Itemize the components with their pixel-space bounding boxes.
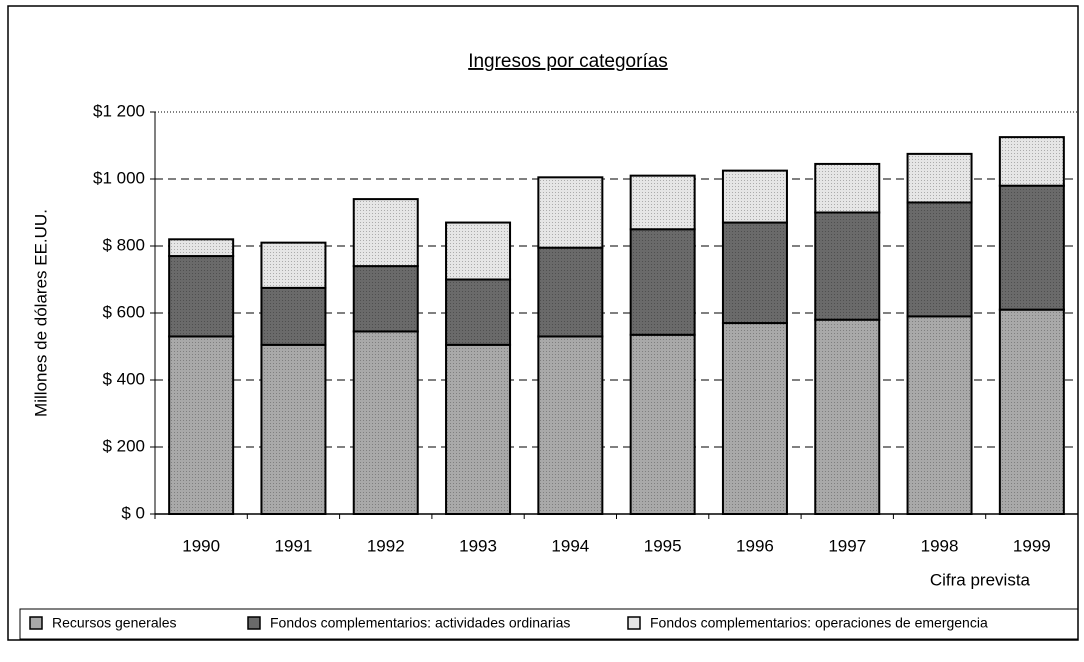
bar xyxy=(260,286,327,346)
annotation: Cifra prevista xyxy=(930,570,1031,589)
bar xyxy=(445,343,512,516)
y-tick-label: $1 000 xyxy=(93,168,145,187)
legend-swatch xyxy=(247,616,261,630)
legend-label: Fondos complementarios: operaciones de e… xyxy=(650,615,988,631)
chart-title: Ingresos por categorías xyxy=(468,51,668,72)
bar xyxy=(906,201,973,318)
bar xyxy=(445,278,512,346)
bar xyxy=(906,315,973,515)
bar xyxy=(168,335,235,516)
bar xyxy=(721,221,788,325)
x-tick-label: 1991 xyxy=(275,536,313,555)
bar xyxy=(352,265,419,333)
bar xyxy=(998,136,1065,187)
frame xyxy=(7,5,1079,641)
bar xyxy=(445,221,512,281)
bar xyxy=(352,198,419,268)
x-tick-label: 1993 xyxy=(459,536,497,555)
legend-label: Recursos generales xyxy=(52,615,177,631)
bar xyxy=(168,238,235,258)
bar xyxy=(814,162,881,214)
x-tick-label: 1999 xyxy=(1013,536,1051,555)
x-tick-label: 1997 xyxy=(828,536,866,555)
y-tick-label: $ 200 xyxy=(102,436,145,455)
legend-label: Fondos complementarios: actividades ordi… xyxy=(270,615,570,631)
bar xyxy=(537,335,604,516)
bar xyxy=(629,333,696,515)
y-tick-label: $ 600 xyxy=(102,302,145,321)
bar xyxy=(629,174,696,231)
bar xyxy=(629,228,696,336)
x-tick-label: 1992 xyxy=(367,536,405,555)
x-tick-label: 1990 xyxy=(182,536,220,555)
bar xyxy=(537,246,604,338)
bar xyxy=(537,176,604,249)
bar xyxy=(906,152,973,204)
bar xyxy=(721,169,788,224)
x-tick-label: 1995 xyxy=(644,536,682,555)
legend-box xyxy=(19,608,1079,640)
y-tick-label: $ 800 xyxy=(102,235,145,254)
bar xyxy=(998,308,1065,515)
bar xyxy=(814,318,881,516)
y-axis-title: Millones de dólares EE.UU. xyxy=(31,209,50,417)
x-tick-label: 1994 xyxy=(551,536,589,555)
legend-swatch xyxy=(29,616,43,630)
legend-swatch xyxy=(627,616,641,630)
bar xyxy=(352,330,419,515)
bar xyxy=(260,241,327,289)
bar xyxy=(721,322,788,515)
y-tick-label: $ 0 xyxy=(121,503,145,522)
x-tick-label: 1998 xyxy=(921,536,959,555)
x-tick-label: 1996 xyxy=(736,536,774,555)
bar xyxy=(998,184,1065,311)
bar xyxy=(260,343,327,516)
bar xyxy=(814,211,881,321)
bar xyxy=(168,255,235,338)
y-tick-label: $ 400 xyxy=(102,369,145,388)
y-tick-label: $1 200 xyxy=(93,101,145,120)
